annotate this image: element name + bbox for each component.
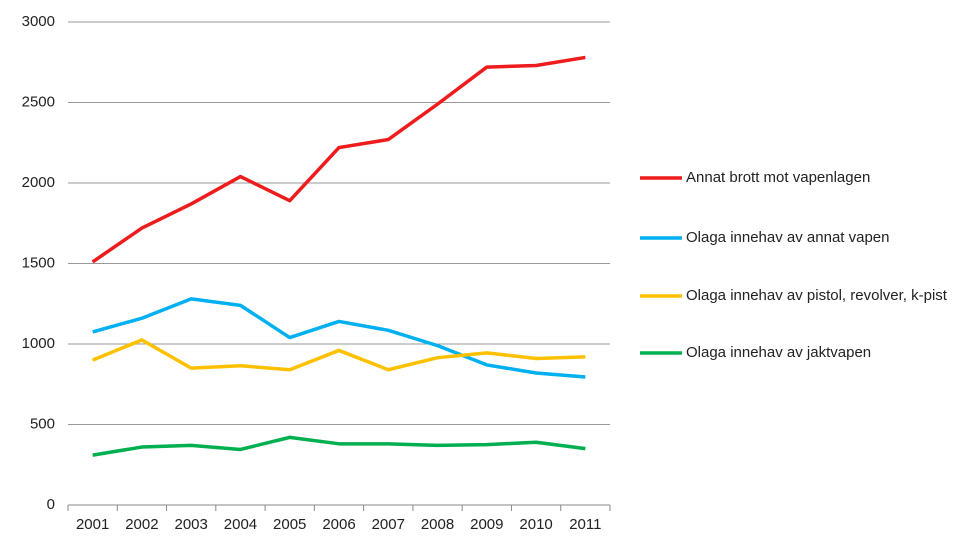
x-tick-label: 2011 <box>569 516 601 533</box>
x-tick-label: 2007 <box>372 516 405 533</box>
x-tick-label: 2003 <box>174 516 207 533</box>
y-tick-label: 1500 <box>22 254 55 271</box>
y-tick-label: 2500 <box>22 93 55 110</box>
series-line <box>91 55 586 264</box>
x-tick-label: 2005 <box>273 516 306 533</box>
x-tick-label: 2008 <box>421 516 454 533</box>
series-line <box>92 297 586 379</box>
series-line <box>91 338 586 372</box>
series-line <box>92 435 586 457</box>
x-tick-label: 2010 <box>519 516 552 533</box>
legend-label: Olaga innehav av pistol, revolver, k-pis… <box>686 287 948 304</box>
legend-label: Olaga innehav av annat vapen <box>686 229 890 246</box>
x-tick-label: 2009 <box>470 516 503 533</box>
y-tick-label: 0 <box>47 496 55 513</box>
legend-label: Olaga innehav av jaktvapen <box>686 344 871 361</box>
x-tick-label: 2004 <box>224 516 257 533</box>
y-tick-label: 3000 <box>22 13 55 30</box>
legend-label: Annat brott mot vapenlagen <box>686 169 870 186</box>
x-tick-label: 2006 <box>322 516 355 533</box>
y-tick-label: 2000 <box>22 174 55 191</box>
x-tick-label: 2002 <box>125 516 158 533</box>
y-tick-label: 1000 <box>22 335 55 352</box>
x-tick-label: 2001 <box>76 516 109 533</box>
y-tick-label: 500 <box>30 415 55 432</box>
